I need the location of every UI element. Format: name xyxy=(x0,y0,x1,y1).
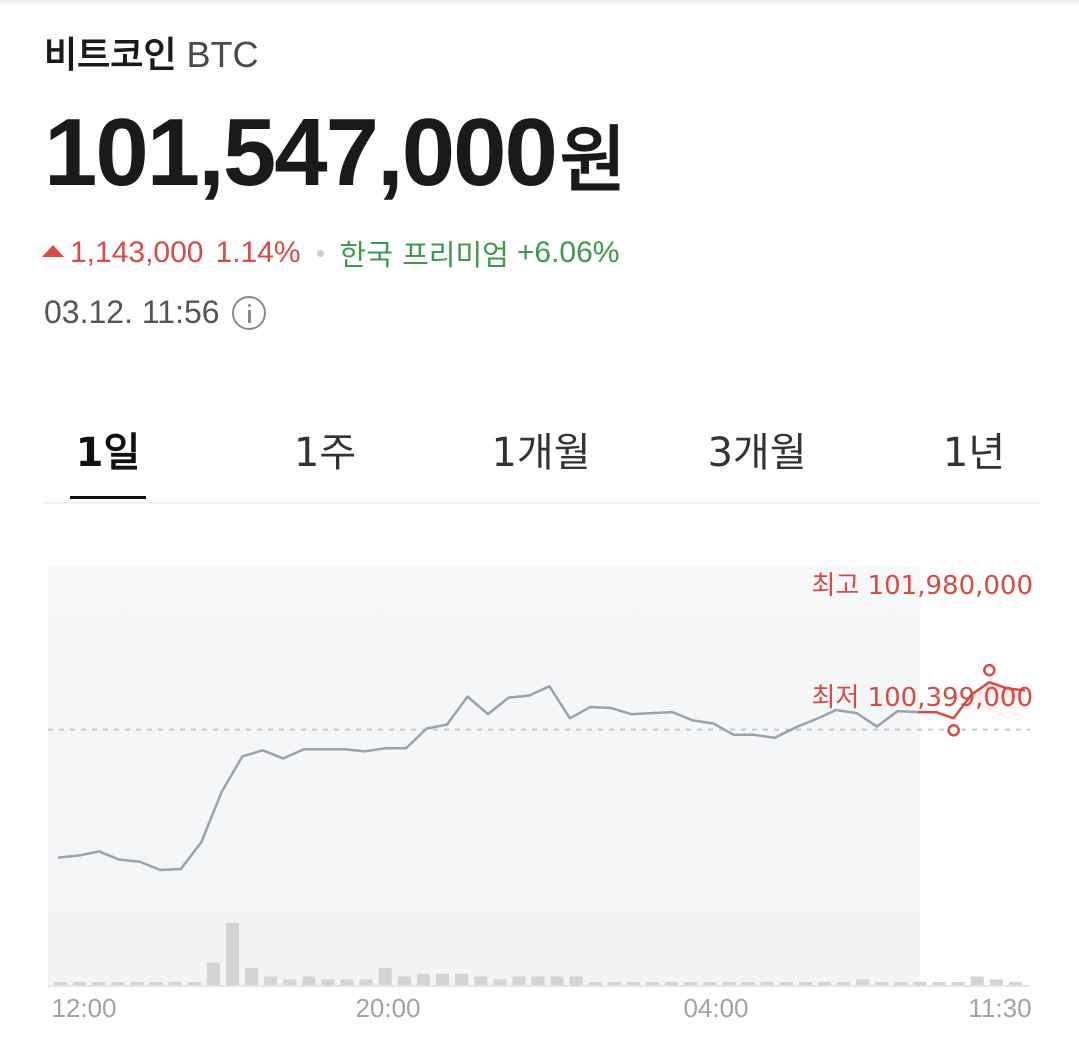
coin-name: 비트코인 xyxy=(44,35,177,76)
high-label: 최고 101,980,000 xyxy=(811,571,1033,601)
volume-bar xyxy=(54,982,68,985)
change-amount: 1,143,000 xyxy=(70,236,204,269)
volume-bar xyxy=(588,982,602,985)
volume-bar xyxy=(206,962,220,985)
volume-bar xyxy=(665,982,679,985)
volume-bar xyxy=(73,982,87,985)
volume-bar xyxy=(397,976,411,985)
volume-bar xyxy=(760,982,774,985)
volume-bar xyxy=(264,976,278,985)
volume-bar xyxy=(474,976,488,985)
volume-bar xyxy=(856,979,870,985)
volume-bar xyxy=(607,982,621,985)
volume-bar xyxy=(111,982,125,985)
volume-bar xyxy=(550,976,564,985)
coin-title: 비트코인 BTC xyxy=(44,26,258,78)
chart-background xyxy=(48,566,920,986)
tab-1-year[interactable]: 1년 xyxy=(942,430,1006,476)
volume-bar xyxy=(626,982,640,985)
kimchi-premium-value: +6.06% xyxy=(516,236,620,269)
volume-bar xyxy=(684,982,698,985)
volume-bar xyxy=(913,982,927,985)
volume-bar xyxy=(359,979,373,985)
top-shadow xyxy=(0,0,1079,6)
timestamp-row: 03.12. 11:56 xyxy=(44,294,266,331)
x-tick-04-00: 04:00 xyxy=(683,993,748,1023)
volume-bar xyxy=(741,982,755,985)
tab-1-week[interactable]: 1주 xyxy=(293,430,357,476)
volume-bar xyxy=(703,982,717,985)
volume-bar xyxy=(817,982,831,985)
price-unit: 원 xyxy=(559,118,627,202)
info-icon[interactable] xyxy=(231,295,266,330)
coin-ticker: BTC xyxy=(186,34,259,75)
active-tab-indicator xyxy=(70,496,146,499)
low-marker xyxy=(947,724,960,737)
low-label: 최저 100,399,000 xyxy=(811,683,1033,713)
x-tick-20-00: 20:00 xyxy=(355,993,420,1023)
change-percent: 1.14% xyxy=(215,236,301,269)
volume-bar xyxy=(245,968,259,985)
volume-bar xyxy=(302,976,316,985)
volume-bar xyxy=(932,982,946,985)
tabs-divider xyxy=(44,502,1040,504)
change-row: 1,143,000 1.14% 한국 프리미엄 +6.06% xyxy=(42,232,619,274)
volume-bar xyxy=(187,982,201,985)
volume-bar xyxy=(779,982,793,985)
high-marker xyxy=(983,663,996,677)
tab-1-day[interactable]: 1일 xyxy=(75,430,141,476)
volume-bar xyxy=(569,976,583,985)
volume-bar xyxy=(646,982,660,985)
volume-bar xyxy=(168,982,182,985)
volume-bar xyxy=(837,982,851,985)
volume-bar xyxy=(225,923,239,985)
volume-bar xyxy=(340,979,354,985)
volume-bar xyxy=(722,982,736,985)
tab-1-month[interactable]: 1개월 xyxy=(491,430,591,476)
volume-bars xyxy=(54,923,1022,985)
recent-price-line xyxy=(918,680,1026,720)
volume-bar xyxy=(798,982,812,985)
price-value: 101,547,000 xyxy=(44,99,558,206)
kimchi-premium-label: 한국 프리미엄 xyxy=(339,238,509,272)
up-arrow-icon xyxy=(42,245,64,257)
volume-bar xyxy=(416,973,430,985)
volume-bar xyxy=(531,976,545,985)
volume-bar xyxy=(875,982,889,985)
volume-bar xyxy=(378,968,392,985)
volume-bar xyxy=(512,976,526,985)
volume-bar xyxy=(951,982,965,985)
volume-bar xyxy=(989,979,1003,985)
volume-bar xyxy=(130,982,144,985)
volume-bar xyxy=(894,982,908,985)
volume-bar xyxy=(283,979,297,985)
volume-bar xyxy=(321,979,335,985)
volume-bar xyxy=(455,973,469,985)
x-tick-12-00: 12:00 xyxy=(51,993,116,1023)
current-price: 101,547,000원 xyxy=(44,100,626,206)
tab-3-months[interactable]: 3개월 xyxy=(707,430,807,476)
volume-bar xyxy=(1008,982,1022,985)
volume-bar xyxy=(493,979,507,985)
x-tick-11-30: 11:30 xyxy=(968,993,1031,1023)
price-chart[interactable]: 최고 101,980,000 최저 100,399,000 12:00 20:0… xyxy=(0,530,1079,1030)
timestamp: 03.12. 11:56 xyxy=(44,294,220,330)
dot-separator xyxy=(316,249,324,257)
volume-bar xyxy=(970,976,984,985)
period-tabs: 1일 1주 1개월 3개월 1년 xyxy=(0,410,1079,504)
volume-bar xyxy=(149,982,163,985)
volume-bar xyxy=(92,982,106,985)
price-line xyxy=(57,685,919,872)
recent-area xyxy=(918,682,1025,730)
volume-bar xyxy=(436,973,450,985)
